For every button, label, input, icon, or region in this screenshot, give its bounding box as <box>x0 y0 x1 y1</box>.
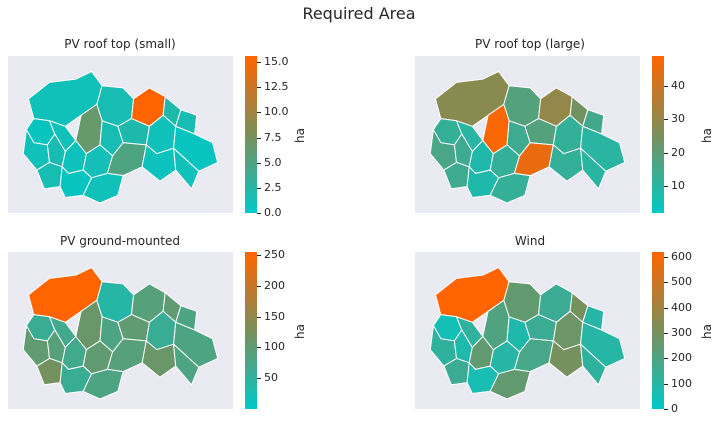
colorbar-tick <box>257 112 261 113</box>
colorbar-tick-label: 5.0 <box>264 156 282 169</box>
colorbar-tick-label: 200 <box>264 279 285 292</box>
choropleth-map <box>22 266 219 400</box>
colorbar-tick-label: 15.0 <box>264 55 289 68</box>
colorbar-tick <box>257 213 261 214</box>
colorbar-tick <box>257 62 261 63</box>
colorbar-tick <box>257 163 261 164</box>
colorbar-tick <box>257 317 261 318</box>
colorbar-tick <box>664 308 668 309</box>
colorbar-tick-label: 12.5 <box>264 80 289 93</box>
colorbar-tick-label: 50 <box>264 371 278 384</box>
colorbar-tick-label: 200 <box>671 351 692 364</box>
map-region <box>579 146 607 190</box>
choropleth-map <box>22 70 219 204</box>
map-region <box>489 368 531 400</box>
choropleth-map <box>429 70 626 204</box>
colorbar-tick <box>664 384 668 385</box>
map-region <box>82 368 124 400</box>
map-region <box>489 172 531 204</box>
map-area <box>8 56 233 213</box>
panel-title: PV roof top (small) <box>64 37 176 51</box>
colorbar-tick <box>664 333 668 334</box>
colorbar-label: ha <box>700 323 714 339</box>
panel-title: PV ground-mounted <box>60 234 180 248</box>
colorbar-tick <box>257 347 261 348</box>
colorbar-tick-label: 40 <box>671 79 685 92</box>
figure-title: Required Area <box>302 4 416 23</box>
colorbar-tick <box>257 87 261 88</box>
colorbar-tick-label: 20 <box>671 146 685 159</box>
map-area <box>415 56 640 213</box>
colorbar-tick-label: 300 <box>671 326 692 339</box>
colorbar-tick-label: 0 <box>671 402 678 415</box>
panel-title: Wind <box>514 234 546 248</box>
colorbar-tick <box>257 255 261 256</box>
colorbar-tick <box>664 186 668 187</box>
colorbar-tick <box>664 257 668 258</box>
colorbar-tick-label: 10 <box>671 179 685 192</box>
colorbar-tick <box>664 86 668 87</box>
colorbar <box>652 56 664 213</box>
colorbar-label: ha <box>293 127 307 143</box>
map-region <box>579 342 607 386</box>
choropleth-map <box>429 266 626 400</box>
colorbar-tick-label: 100 <box>264 340 285 353</box>
colorbar-tick <box>257 188 261 189</box>
colorbar <box>245 252 257 409</box>
map-area <box>415 252 640 409</box>
colorbar-tick <box>664 409 668 410</box>
colorbar-label: ha <box>700 127 714 143</box>
colorbar-tick-label: 150 <box>264 310 285 323</box>
colorbar-tick-label: 250 <box>264 248 285 261</box>
colorbar-tick-label: 600 <box>671 250 692 263</box>
colorbar-tick <box>257 378 261 379</box>
colorbar-tick <box>664 119 668 120</box>
colorbar-label: ha <box>293 323 307 339</box>
colorbar-tick-label: 10.0 <box>264 105 289 118</box>
panel-title: PV roof top (large) <box>475 37 585 51</box>
colorbar-tick <box>664 282 668 283</box>
map-region <box>172 146 200 190</box>
colorbar-tick <box>664 358 668 359</box>
colorbar-tick-label: 500 <box>671 275 692 288</box>
colorbar-tick <box>257 286 261 287</box>
map-area <box>8 252 233 409</box>
map-region <box>172 342 200 386</box>
colorbar <box>652 252 664 409</box>
colorbar-tick-label: 100 <box>671 377 692 390</box>
colorbar-tick-label: 2.5 <box>264 181 282 194</box>
colorbar-tick-label: 30 <box>671 112 685 125</box>
colorbar-tick <box>257 138 261 139</box>
colorbar-tick-label: 7.5 <box>264 131 282 144</box>
colorbar <box>245 56 257 213</box>
colorbar-tick-label: 400 <box>671 301 692 314</box>
colorbar-tick <box>664 153 668 154</box>
map-region <box>82 172 124 204</box>
colorbar-tick-label: 0.0 <box>264 206 282 219</box>
